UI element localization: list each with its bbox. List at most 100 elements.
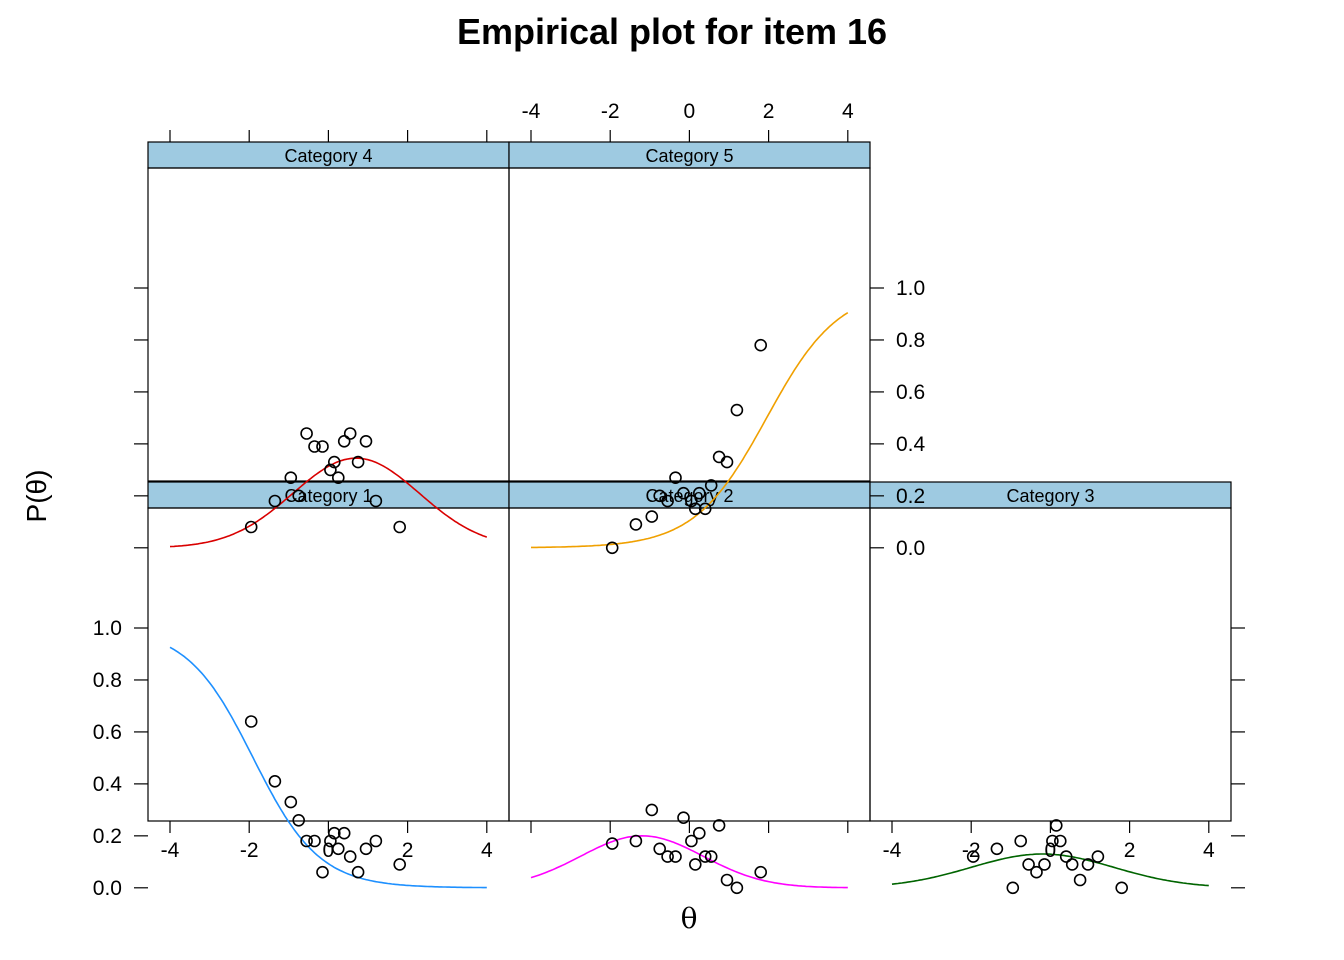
x-tick-label: 4 — [1203, 839, 1215, 862]
strip-label: Category 5 — [645, 146, 733, 166]
model-curve — [169, 457, 488, 548]
chart-title: Empirical plot for item 16 — [457, 11, 887, 52]
plot-frame — [147, 167, 510, 482]
data-point — [343, 427, 357, 440]
y-tick-label: 0.8 — [93, 669, 122, 692]
x-tick-label: 0 — [323, 839, 335, 862]
data-point — [1115, 881, 1128, 895]
strip — [147, 481, 510, 509]
data-point — [369, 834, 383, 848]
data-point — [1030, 865, 1043, 879]
data-point — [754, 338, 768, 352]
data-point — [661, 850, 674, 863]
data-point — [316, 440, 329, 453]
data-point — [629, 834, 643, 848]
x-tick-label: -2 — [962, 839, 981, 862]
data-point — [1022, 858, 1035, 871]
data-point — [300, 834, 313, 848]
y-tick-label: 0.4 — [896, 433, 926, 456]
strip-label: Category 1 — [284, 486, 372, 506]
y-tick-label: 0.0 — [896, 537, 925, 560]
x-tick-label: 2 — [1124, 839, 1136, 862]
data-point — [337, 826, 351, 840]
data-point — [1038, 858, 1051, 871]
y-tick-label: 0.2 — [896, 485, 925, 508]
data-point — [359, 434, 373, 448]
data-point — [685, 834, 698, 848]
y-tick-label: 0.6 — [93, 721, 122, 744]
data-point — [284, 471, 298, 485]
data-point — [1065, 858, 1079, 871]
data-point — [244, 715, 258, 728]
y-tick-label: 0.8 — [896, 329, 925, 352]
data-point — [661, 494, 674, 508]
data-point — [343, 850, 357, 863]
data-point — [698, 502, 712, 516]
model-curve — [169, 646, 487, 889]
x-tick-label: 4 — [842, 100, 854, 123]
y-tick-label: 0.2 — [93, 825, 122, 848]
y-tick-label: 0.6 — [896, 381, 925, 404]
y-tick-label: 1.0 — [93, 617, 122, 640]
y-tick-label: 0.0 — [93, 877, 122, 900]
data-point — [712, 819, 726, 832]
data-point — [692, 826, 706, 840]
data-point — [677, 811, 690, 825]
plot-frame — [508, 167, 871, 482]
data-point — [1046, 834, 1059, 848]
data-point — [327, 455, 341, 469]
data-point — [316, 865, 329, 879]
panel-category-1: Category 1 — [147, 481, 510, 889]
panel-category-5: Category 5 — [508, 141, 871, 555]
data-point — [754, 865, 768, 879]
data-point — [669, 850, 682, 863]
data-point — [645, 510, 659, 523]
strip — [147, 141, 510, 169]
y-tick-label: 0.4 — [93, 773, 123, 796]
x-tick-label: 0 — [1045, 839, 1057, 862]
data-point — [1054, 834, 1067, 848]
x-tick-label: -4 — [161, 839, 180, 862]
data-point — [704, 479, 718, 492]
data-point — [324, 834, 337, 848]
axes: -4 -2 0 2 4 -4 -2 0 2 4 -4 -2 0 2 4 0.0 0.2 0.4 0.6 0.8 1.0 0… — [93, 100, 1245, 900]
data-point — [327, 826, 341, 840]
data-point — [1059, 850, 1073, 863]
data-point — [730, 881, 744, 895]
data-point — [698, 850, 712, 863]
data-point — [324, 463, 337, 477]
data-point — [331, 842, 345, 856]
data-point — [692, 486, 706, 500]
y-tick-label: 1.0 — [896, 277, 925, 300]
data-point — [605, 541, 619, 555]
data-point — [688, 858, 702, 871]
data-point — [393, 858, 407, 871]
data-point — [712, 450, 726, 464]
data-point — [337, 434, 351, 448]
data-point — [351, 455, 365, 469]
x-axis-label: θ — [681, 902, 698, 935]
data-point — [720, 455, 734, 469]
data-point — [268, 774, 282, 788]
data-point — [308, 834, 321, 848]
data-point — [990, 842, 1004, 856]
data-point — [1073, 873, 1087, 887]
data-point — [704, 850, 718, 863]
data-point — [688, 502, 702, 516]
panel-category-3: Category 3 — [869, 481, 1232, 895]
data-point — [1006, 881, 1020, 895]
model-curve — [891, 853, 1209, 887]
data-point — [730, 403, 744, 417]
data-point — [268, 494, 282, 508]
x-tick-label: -2 — [601, 100, 620, 123]
data-point — [966, 850, 980, 863]
data-point — [369, 494, 383, 508]
data-point — [605, 837, 619, 850]
data-point — [720, 873, 734, 887]
strip-label: Category 4 — [284, 146, 372, 166]
x-tick-label: -4 — [522, 100, 541, 123]
data-point — [629, 518, 643, 531]
x-tick-label: 4 — [481, 839, 493, 862]
